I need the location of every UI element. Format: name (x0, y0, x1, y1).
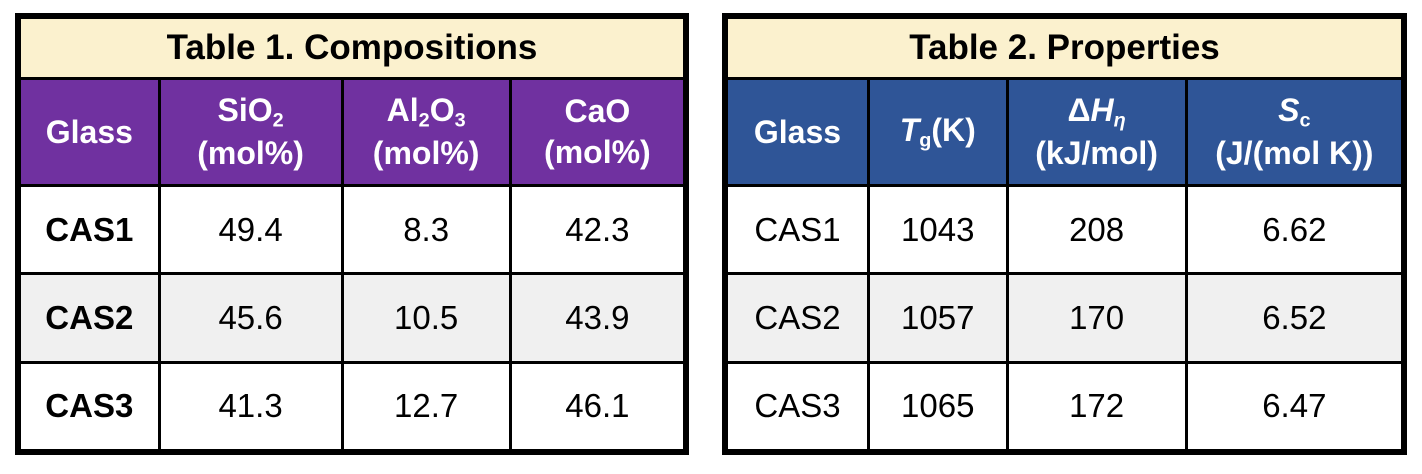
table1-title: Table 1. Compositions (18, 16, 686, 80)
cell-dh-eta: 208 (1005, 183, 1188, 276)
table2-col-header-dh-eta: ΔHη (kJ/mol) (1005, 77, 1188, 187)
table2-col-header-glass: Glass (725, 77, 870, 187)
cell-cao: 43.9 (508, 272, 687, 364)
table2-header-row: Glass Tg(K) ΔHη (kJ/mol) Sc (J/(mol K)) (725, 77, 1405, 187)
cell-al2o3: 12.7 (340, 360, 512, 453)
col-unit: (mol%) (197, 135, 304, 172)
cell-sio2: 45.6 (157, 272, 344, 364)
glass-name: CAS1 (725, 183, 870, 276)
col-unit: (mol%) (544, 134, 651, 170)
table1: Table 1. Compositions Glass SiO2 (mol%) A… (18, 16, 687, 453)
glass-name: CAS3 (18, 360, 161, 453)
table1-col-header-glass: Glass (18, 77, 161, 187)
table1-header-row: Glass SiO2 (mol%) Al2O3 (mol%) CaO (mol%) (18, 77, 687, 187)
cell-sio2: 49.4 (157, 183, 344, 276)
table1-row-cas1: CAS1 49.4 8.3 42.3 (18, 183, 687, 276)
table1-col-header-sio2: SiO2 (mol%) (157, 77, 344, 187)
cell-tg: 1057 (866, 272, 1009, 364)
col-label: Sc (1278, 91, 1311, 132)
col-label: ΔHη (1067, 91, 1126, 132)
cell-sio2: 41.3 (157, 360, 344, 453)
table1-col-header-al2o3: Al2O3 (mol%) (340, 77, 512, 187)
table2-title-row: Table 2. Properties (725, 16, 1404, 80)
col-label: Al2O3 (386, 91, 466, 132)
cell-al2o3: 10.5 (340, 272, 512, 364)
cell-sc: 6.52 (1184, 272, 1405, 364)
col-label: Glass (45, 113, 133, 150)
table2-row-cas3: CAS3 1065 172 6.47 (725, 360, 1405, 453)
cell-sc: 6.47 (1184, 360, 1405, 453)
table1-compositions: Table 1. Compositions Glass SiO2 (mol%) A… (15, 13, 689, 455)
table2-title: Table 2. Properties (725, 16, 1404, 80)
table2-col-header-tg: Tg(K) (866, 77, 1009, 187)
glass-name: CAS2 (725, 272, 870, 364)
col-label: CaO (564, 93, 631, 130)
cell-cao: 46.1 (508, 360, 687, 453)
col-label: Glass (753, 113, 842, 150)
table2-properties: Table 2. Properties Glass Tg(K) ΔHη (kJ/m… (722, 13, 1407, 455)
col-unit: (J/(mol K)) (1215, 135, 1374, 172)
cell-al2o3: 8.3 (340, 183, 512, 276)
table1-col-header-cao: CaO (mol%) (508, 77, 687, 187)
glass-name: CAS1 (18, 183, 161, 276)
col-label: SiO2 (217, 91, 284, 132)
cell-sc: 6.62 (1184, 183, 1405, 276)
cell-tg: 1043 (866, 183, 1009, 276)
col-label: Tg(K) (899, 112, 976, 152)
col-unit: (kJ/mol) (1035, 135, 1158, 172)
table2-col-header-sc: Sc (J/(mol K)) (1184, 77, 1405, 187)
table2-row-cas2: CAS2 1057 170 6.52 (725, 272, 1405, 364)
table2-row-cas1: CAS1 1043 208 6.62 (725, 183, 1405, 276)
table1-title-row: Table 1. Compositions (18, 16, 686, 80)
cell-cao: 42.3 (508, 183, 687, 276)
cell-dh-eta: 172 (1005, 360, 1188, 453)
table2: Table 2. Properties Glass Tg(K) ΔHη (kJ/m… (725, 16, 1405, 453)
table1-row-cas3: CAS3 41.3 12.7 46.1 (18, 360, 687, 453)
col-unit: (mol%) (372, 135, 480, 172)
glass-name: CAS3 (725, 360, 870, 453)
table1-row-cas2: CAS2 45.6 10.5 43.9 (18, 272, 687, 364)
cell-tg: 1065 (866, 360, 1009, 453)
glass-name: CAS2 (18, 272, 161, 364)
cell-dh-eta: 170 (1005, 272, 1188, 364)
